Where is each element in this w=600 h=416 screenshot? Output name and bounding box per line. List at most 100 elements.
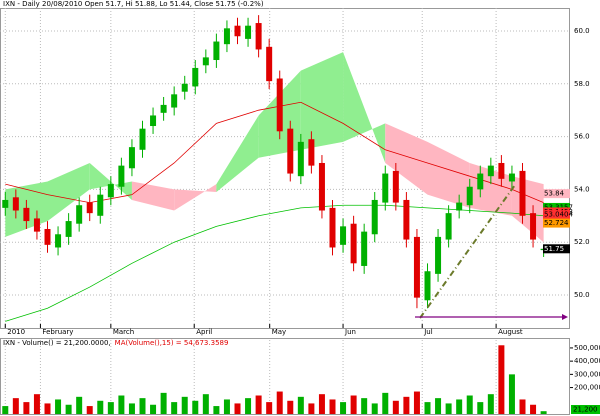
volume-bar: [371, 403, 378, 414]
volume-bar: [445, 403, 452, 414]
volume-bar: [107, 402, 114, 414]
x-tick-label: May: [272, 328, 286, 336]
price-label: 53.84: [544, 190, 565, 198]
volume-bar: [350, 395, 357, 414]
candle-body: [171, 94, 178, 108]
cloud-segment: [174, 184, 217, 211]
candle-body: [477, 173, 484, 190]
candle-body: [519, 170, 526, 216]
candle-body: [392, 170, 399, 203]
candle-body: [12, 197, 19, 211]
volume-bar: [65, 404, 72, 414]
chart-title: IXN - Daily 20/08/2010 Open 51.7, Hi 51.…: [3, 0, 264, 8]
candle-body: [139, 128, 146, 150]
arrow-head: [562, 314, 568, 320]
volume-ma-title: MA(Volume(),15) = 54,673.3589: [115, 339, 229, 347]
candle-body: [466, 186, 473, 206]
volume-bar: [202, 394, 209, 414]
volume-bar: [44, 403, 51, 414]
candle-body: [213, 41, 220, 61]
candle-body: [128, 147, 135, 169]
volume-bar: [487, 394, 494, 414]
candle-body: [487, 165, 494, 177]
volume-bar: [55, 399, 62, 414]
volume-bar: [97, 400, 104, 414]
volume-bar: [128, 403, 135, 414]
candle-body: [107, 184, 114, 198]
volume-bar: [392, 400, 399, 414]
cloud-segment: [47, 162, 90, 222]
volume-bar: [266, 402, 273, 414]
volume-bar: [255, 395, 262, 414]
candle-body: [118, 165, 125, 187]
volume-bar: [213, 406, 220, 414]
candle-body: [76, 205, 83, 224]
candle-body: [192, 67, 199, 87]
candle-body: [44, 228, 51, 245]
candle-body: [329, 207, 336, 248]
cloud-segment: [216, 115, 259, 193]
candle-body: [276, 78, 283, 132]
candle-body: [234, 25, 241, 37]
volume-bar: [181, 396, 188, 414]
volume-bar: [150, 404, 157, 414]
volume-bar: [318, 394, 325, 414]
volume-bar: [76, 396, 83, 414]
candle-body: [245, 25, 252, 39]
marks: 50.0 52.0 54.0 56.0 58.0 60.0 2010 February Marc…: [0, 8, 600, 414]
volume-tick-label: 500,000: [574, 344, 600, 352]
candle-body: [55, 234, 62, 248]
cloud-segment: [300, 52, 344, 150]
candle-body: [255, 23, 262, 50]
candle-body: [371, 199, 378, 235]
volume-bar: [33, 394, 40, 414]
volume-bar: [540, 411, 547, 414]
candle-body: [2, 199, 9, 208]
price-label-box: [543, 218, 570, 228]
candle-body: [65, 221, 72, 237]
volume-tick-label: 200,000: [574, 384, 600, 392]
price-label-box: [543, 189, 570, 199]
price-label-box: [543, 244, 570, 254]
trend-line: [419, 184, 516, 319]
y-tick-label: 60.0: [574, 27, 590, 35]
price-label-box: [543, 210, 570, 220]
y-tick-label: 54.0: [574, 185, 590, 193]
candle-body: [403, 199, 410, 240]
volume-bar: [245, 398, 252, 414]
volume-bar: [435, 398, 442, 414]
y-tick-label: 50.0: [574, 291, 590, 299]
candle-body: [86, 202, 93, 214]
x-tick-label: February: [42, 328, 73, 336]
volume-bar: [403, 396, 410, 414]
volume-bar: [519, 399, 526, 414]
volume-bar: [118, 395, 125, 414]
volume-bar: [234, 403, 241, 414]
volume-bar: [192, 400, 199, 414]
volume-bar: [424, 402, 431, 414]
cloud-segment: [343, 52, 386, 163]
volume-bar: [413, 391, 420, 414]
price-label: 51.75: [544, 245, 564, 253]
candle-body: [23, 207, 30, 222]
x-tick-label: April: [196, 328, 212, 336]
candle-body: [223, 28, 230, 45]
candle-body: [340, 226, 347, 245]
volume-bar: [477, 402, 484, 414]
volume-bar: [86, 406, 93, 414]
candle-body: [361, 231, 368, 266]
volume-tick-label: 300,000: [574, 370, 600, 378]
volume-bar: [297, 396, 304, 414]
volume-bar: [340, 402, 347, 414]
candle-body: [445, 213, 452, 240]
candle-body: [308, 139, 315, 166]
candle-body: [413, 236, 420, 298]
y-tick-label: 52.0: [574, 238, 590, 246]
volume-bar: [160, 392, 167, 414]
volume-bar: [223, 399, 230, 414]
candle-body: [424, 271, 431, 301]
candle-body: [150, 115, 157, 127]
y-tick-label: 58.0: [574, 80, 590, 88]
volume-bar: [276, 391, 283, 414]
